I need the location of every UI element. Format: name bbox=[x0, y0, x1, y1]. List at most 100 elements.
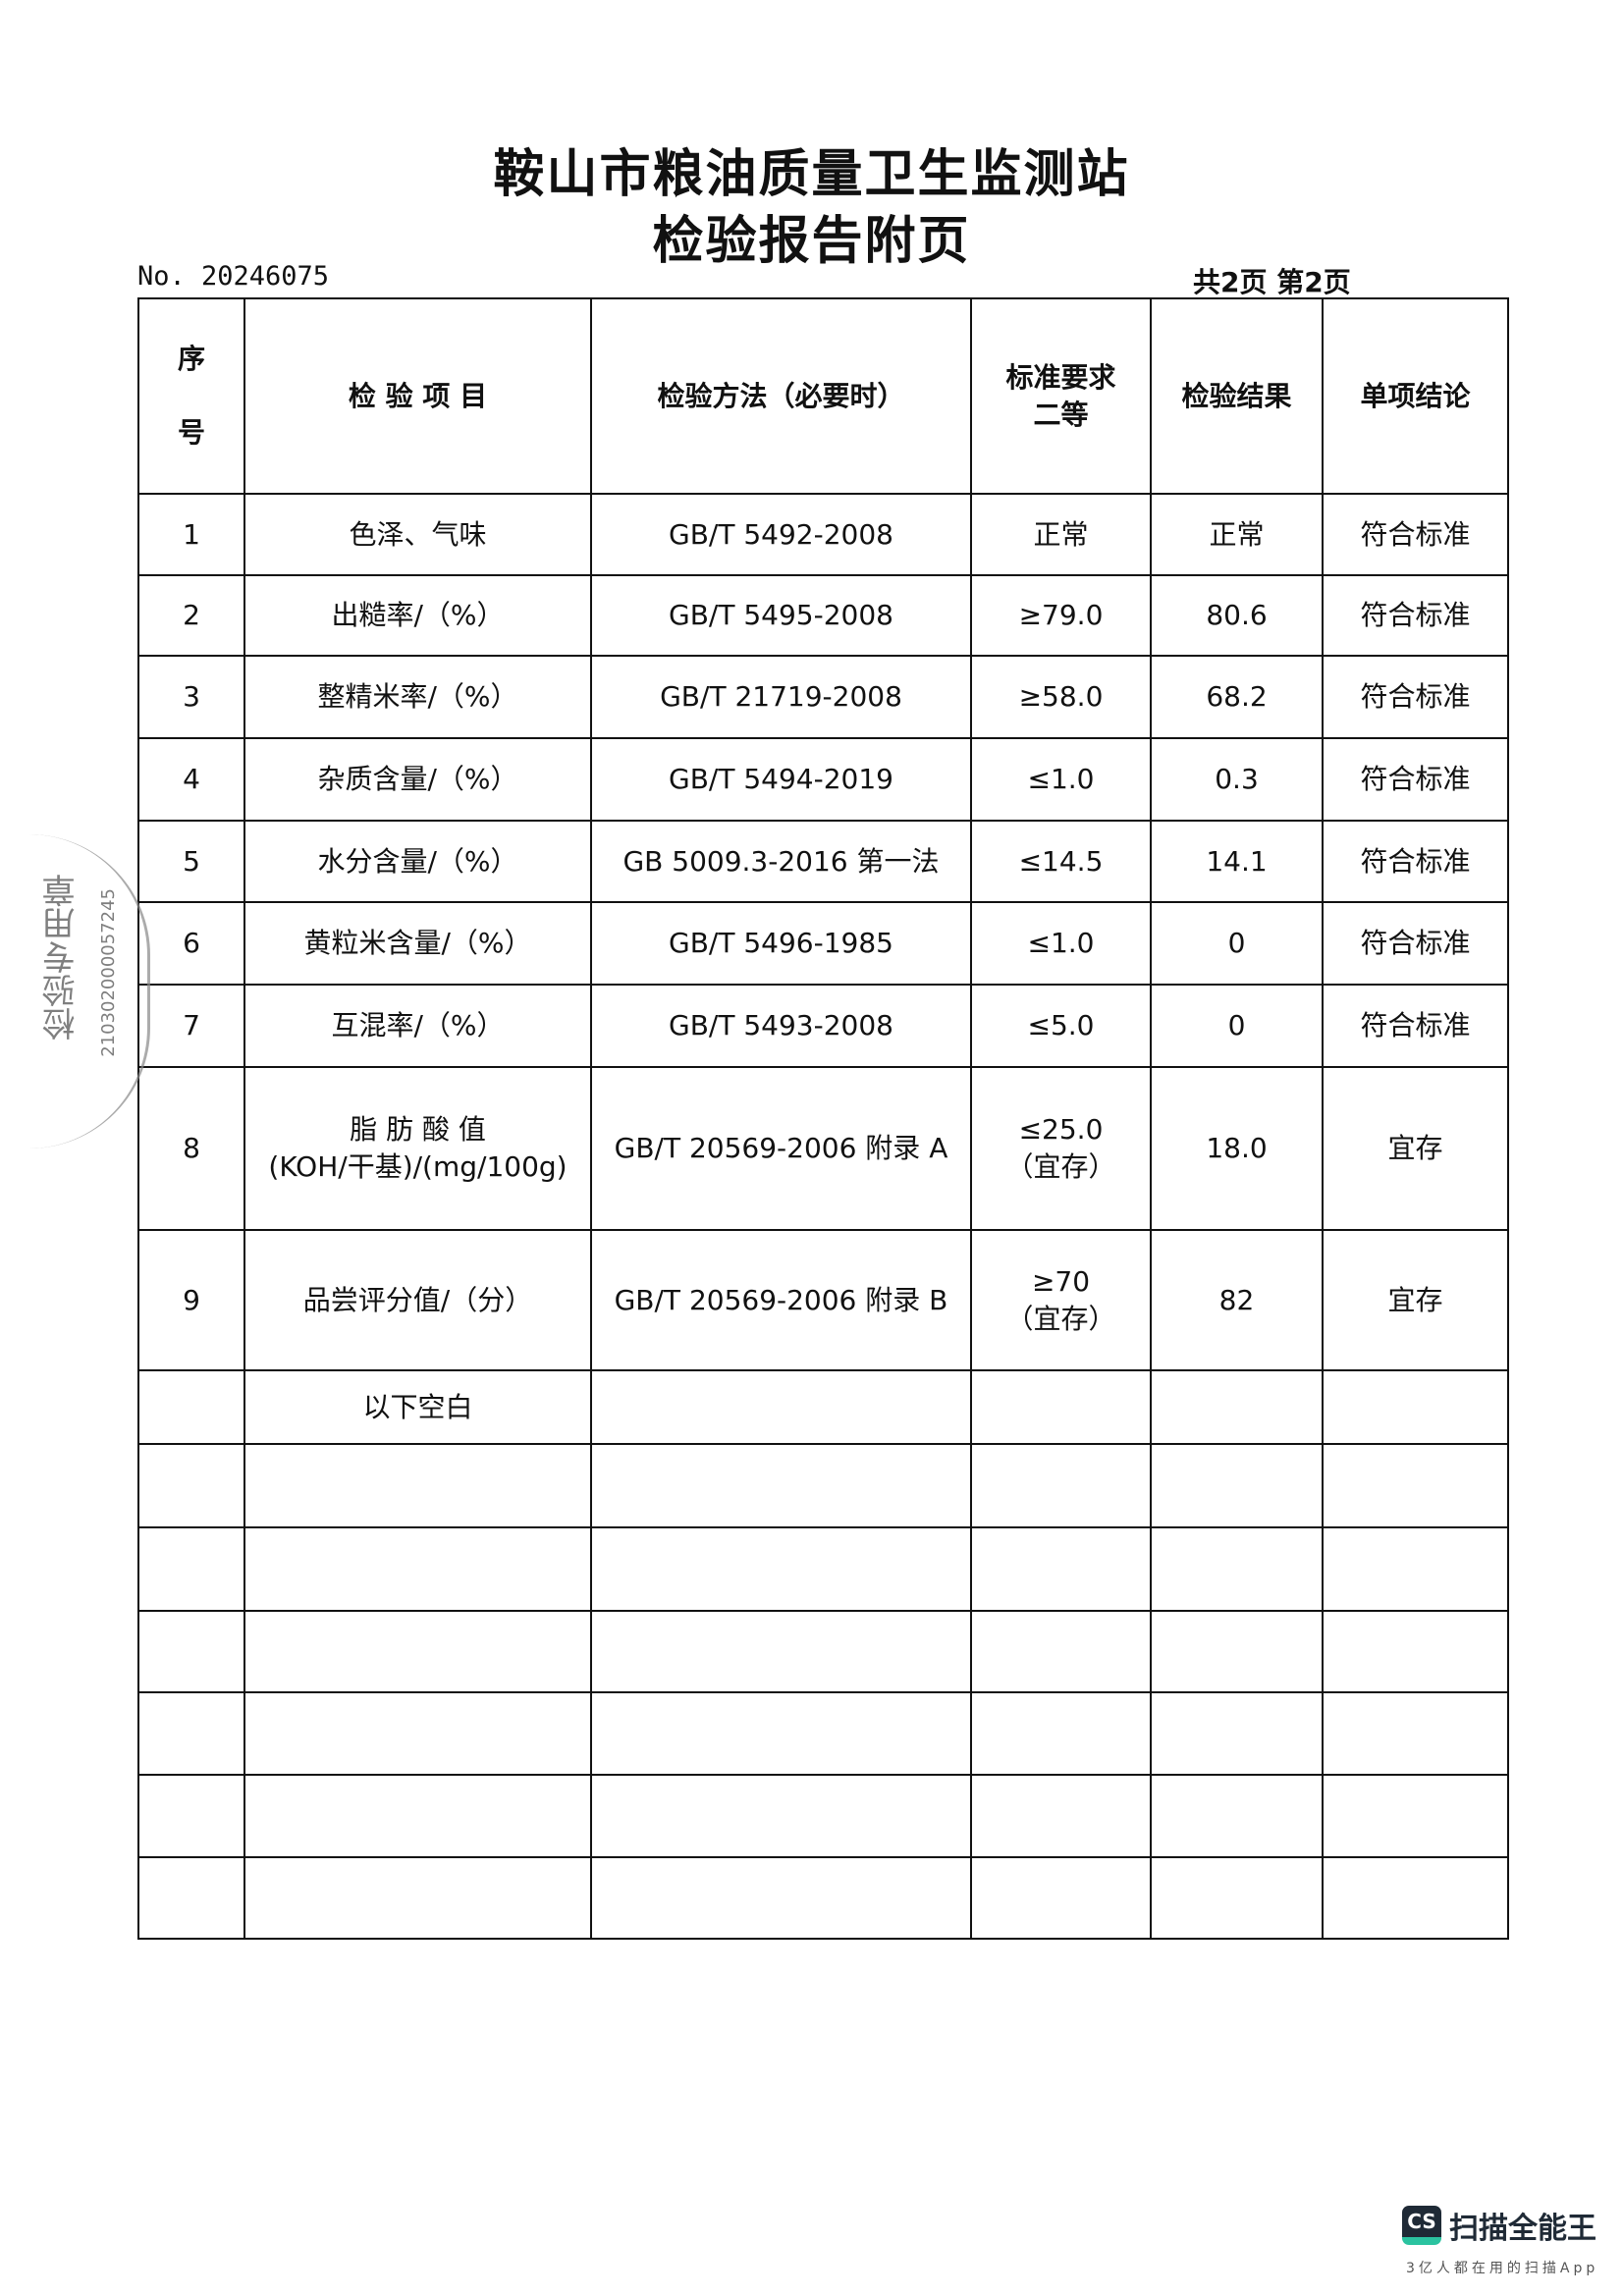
app-slogan: 3亿人都在用的扫描App bbox=[1406, 2261, 1599, 2276]
header-seq-line: 号 bbox=[177, 416, 205, 450]
cell-item: 整精米率/（%） bbox=[243, 655, 592, 739]
cell-seq: 4 bbox=[137, 737, 245, 822]
cell-standard-line: ≤25.0 bbox=[1018, 1113, 1104, 1147]
blank-cell bbox=[243, 1526, 592, 1612]
cell-item-line: (KOH/干基)/(mg/100g) bbox=[268, 1150, 568, 1183]
header-standard-line: 标准要求 bbox=[1005, 360, 1116, 394]
cell-standard: ≥70 （宜存） bbox=[970, 1229, 1152, 1371]
header-standard: 标准要求 二等 bbox=[970, 297, 1152, 495]
table-row: 9 品尝评分值/（分） GB/T 20569-2006 附录 B ≥70 （宜存） 82 宜… bbox=[137, 1229, 1509, 1371]
table-row: 7 互混率/（%） GB/T 5493-2008 ≤5.0 0 符合标准 bbox=[137, 984, 1509, 1068]
cell-item-line: 黄粒米含量/（%） bbox=[303, 927, 532, 960]
blank-cell bbox=[243, 1691, 592, 1776]
cell-standard-line: ≥70 bbox=[1031, 1264, 1091, 1298]
header-item: 检 验 项 目 bbox=[243, 297, 592, 495]
cell-seq: 9 bbox=[137, 1229, 245, 1371]
blank-row: 以下空白 bbox=[137, 1369, 1509, 1445]
report-title: 检验报告附页 bbox=[652, 212, 971, 271]
inspection-table: 序号 检 验 项 目 检验方法（必要时） 标准要求 二等 检验结果 单项结论 1 色… bbox=[137, 297, 1509, 1940]
cell-item: 脂 肪 酸 值 (KOH/干基)/(mg/100g) bbox=[243, 1066, 592, 1231]
blank-cell bbox=[1150, 1774, 1324, 1858]
table-row: 2 出糙率/（%） GB/T 5495-2008 ≥79.0 80.6 符合标准 bbox=[137, 574, 1509, 657]
app-name: 扫描全能王 bbox=[1449, 2212, 1596, 2246]
blank-cell bbox=[137, 1691, 245, 1776]
cell-result: 0 bbox=[1150, 984, 1324, 1068]
cell-conclusion: 宜存 bbox=[1322, 1066, 1509, 1231]
cell-standard-line: ≥79.0 bbox=[1018, 599, 1104, 632]
cell-method: GB/T 5496-1985 bbox=[590, 901, 972, 986]
cell-item-line: 品尝评分值/（分） bbox=[302, 1283, 533, 1316]
cell-seq: 8 bbox=[137, 1066, 245, 1231]
cell-standard-line: ≤5.0 bbox=[1027, 1009, 1095, 1042]
blank-cell bbox=[970, 1526, 1152, 1612]
blank-cell bbox=[1322, 1856, 1509, 1940]
blank-cell bbox=[137, 1369, 245, 1445]
cell-item: 杂质含量/（%） bbox=[243, 737, 592, 822]
blank-cell bbox=[970, 1610, 1152, 1693]
cell-standard: ≤25.0 （宜存） bbox=[970, 1066, 1152, 1231]
blank-cell bbox=[590, 1774, 972, 1858]
blank-cell bbox=[590, 1526, 972, 1612]
blank-cell bbox=[590, 1369, 972, 1445]
official-seal bbox=[29, 834, 150, 1148]
blank-cell bbox=[243, 1856, 592, 1940]
cell-standard: ≥58.0 bbox=[970, 655, 1152, 739]
blank-cell bbox=[1150, 1610, 1324, 1693]
cell-item: 互混率/（%） bbox=[243, 984, 592, 1068]
blank-cell bbox=[243, 1443, 592, 1528]
cell-standard: ≤1.0 bbox=[970, 737, 1152, 822]
blank-cell bbox=[590, 1610, 972, 1693]
cell-standard: ≤5.0 bbox=[970, 984, 1152, 1068]
blank-row bbox=[137, 1443, 1509, 1528]
cell-conclusion: 符合标准 bbox=[1322, 901, 1509, 986]
cell-method: GB/T 20569-2006 附录 B bbox=[590, 1229, 972, 1371]
header-seq-line: 序 bbox=[177, 342, 205, 375]
page-info: 共2页 第2页 bbox=[1193, 266, 1351, 298]
blank-cell bbox=[1322, 1526, 1509, 1612]
cell-item: 出糙率/（%） bbox=[243, 574, 592, 657]
table-row: 3 整精米率/（%） GB/T 21719-2008 ≥58.0 68.2 符合标准 bbox=[137, 655, 1509, 739]
header-seq: 序号 bbox=[137, 297, 245, 495]
cell-conclusion: 符合标准 bbox=[1322, 820, 1509, 903]
cell-item: 黄粒米含量/（%） bbox=[243, 901, 592, 986]
cell-method: GB/T 5494-2019 bbox=[590, 737, 972, 822]
blank-row bbox=[137, 1856, 1509, 1940]
blank-cell bbox=[1150, 1369, 1324, 1445]
cell-seq: 7 bbox=[137, 984, 245, 1068]
blank-cell bbox=[590, 1443, 972, 1528]
cell-standard-line: ≤1.0 bbox=[1027, 927, 1095, 960]
cell-method: GB/T 5495-2008 bbox=[590, 574, 972, 657]
cell-method: GB/T 5493-2008 bbox=[590, 984, 972, 1068]
blank-cell bbox=[1322, 1691, 1509, 1776]
table-row: 4 杂质含量/（%） GB/T 5494-2019 ≤1.0 0.3 符合标准 bbox=[137, 737, 1509, 822]
blank-cell bbox=[1150, 1526, 1324, 1612]
cell-conclusion: 符合标准 bbox=[1322, 984, 1509, 1068]
blank-row bbox=[137, 1526, 1509, 1612]
cell-conclusion: 符合标准 bbox=[1322, 574, 1509, 657]
table-row: 5 水分含量/（%） GB 5009.3-2016 第一法 ≤14.5 14.1 符合标准 bbox=[137, 820, 1509, 903]
blank-cell bbox=[1322, 1369, 1509, 1445]
cell-standard: ≤1.0 bbox=[970, 901, 1152, 986]
cell-standard-line: （宜存） bbox=[1005, 1150, 1116, 1183]
table-row: 1 色泽、气味 GB/T 5492-2008 正常 正常 符合标准 bbox=[137, 493, 1509, 576]
blank-cell bbox=[1322, 1610, 1509, 1693]
blank-cell bbox=[1150, 1691, 1324, 1776]
cell-method: GB/T 5492-2008 bbox=[590, 493, 972, 576]
cell-conclusion: 宜存 bbox=[1322, 1229, 1509, 1371]
cell-method: GB 5009.3-2016 第一法 bbox=[590, 820, 972, 903]
blank-cell bbox=[137, 1610, 245, 1693]
org-title: 鞍山市粮油质量卫生监测站 bbox=[493, 145, 1130, 204]
blank-cell bbox=[970, 1774, 1152, 1858]
blank-cell bbox=[590, 1691, 972, 1776]
blank-cell bbox=[137, 1774, 245, 1858]
cell-seq: 2 bbox=[137, 574, 245, 657]
blank-row bbox=[137, 1774, 1509, 1858]
cell-standard-line: ≤14.5 bbox=[1018, 844, 1104, 878]
blank-note: 以下空白 bbox=[243, 1369, 592, 1445]
blank-row bbox=[137, 1610, 1509, 1693]
cell-standard: 正常 bbox=[970, 493, 1152, 576]
blank-cell bbox=[970, 1691, 1152, 1776]
cell-result: 14.1 bbox=[1150, 820, 1324, 903]
camscanner-logo-icon: CS bbox=[1402, 2206, 1441, 2245]
cell-method: GB/T 20569-2006 附录 A bbox=[590, 1066, 972, 1231]
